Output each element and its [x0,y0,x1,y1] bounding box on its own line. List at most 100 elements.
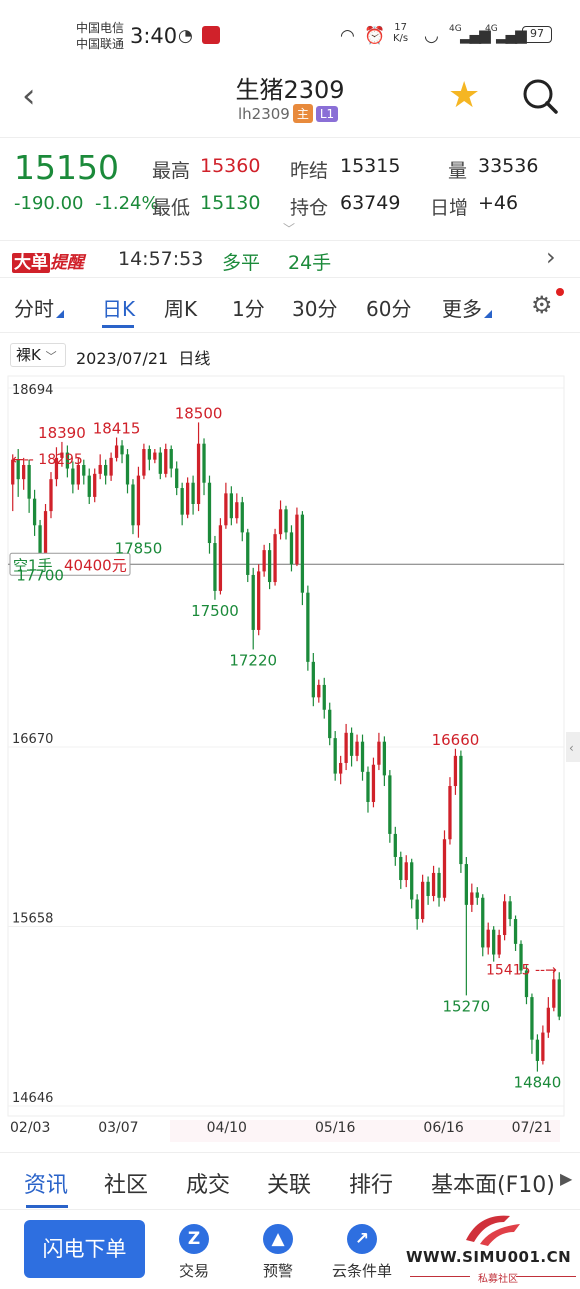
extreme-price-label: 18415 [93,419,141,437]
extreme-price-label: 17500 [191,602,239,620]
period-tab-60min[interactable]: 60分 [366,297,412,321]
flash-order-button[interactable]: 闪电下单 [24,1220,145,1278]
back-arrow-icon[interactable]: ‹ [22,76,36,116]
tab-fundamentals[interactable]: 基本面(F10) [431,1173,555,1198]
candle-body [366,771,370,802]
candle-body [98,464,102,474]
candle-body [104,464,108,476]
period-tab-timeshare[interactable]: 分时 [14,293,64,322]
candle-body [289,532,294,565]
settings-gear-icon[interactable]: ⚙ [531,291,553,319]
candle-body [317,684,321,698]
alert-time: 14:57:53 [118,248,204,270]
side-drawer-handle[interactable] [566,732,580,762]
candle-body [328,709,332,739]
low-value: 15130 [200,192,261,214]
period-tab-daily[interactable]: 日K [102,297,136,321]
timer-icon: ◔ [178,26,193,46]
period-tab-more[interactable]: 更多 [442,293,492,322]
candle-body [295,514,299,565]
candle-body [300,514,305,593]
candle-body [153,452,157,460]
cloud-order-button[interactable]: ↗ 云条件单 [332,1224,392,1281]
tab-related[interactable]: 关联 [267,1173,312,1198]
search-icon[interactable] [520,76,560,116]
candle-body [54,457,59,480]
candle-body [229,493,233,519]
tabs-more-arrow-icon[interactable]: ▶ [560,1169,573,1188]
active-tab-underline [26,1205,68,1208]
network-type-2: 4G [485,24,498,34]
candle-body [273,534,277,583]
chevron-down-icon: ﹀ [45,350,57,363]
candle-body [158,452,162,474]
candle-body [546,1007,550,1033]
trade-button[interactable]: Z 交易 [164,1224,224,1281]
candle-body [541,1032,545,1061]
expand-chevron-icon[interactable]: ﹀ [283,222,296,236]
candle-body [349,732,354,756]
candle-body [218,525,223,591]
tab-trades[interactable]: 成交 [186,1173,231,1198]
period-tab-1min[interactable]: 1分 [232,297,265,321]
x-axis-band [170,1120,560,1142]
candle-body [524,970,529,998]
candle-body [464,864,468,905]
tab-community[interactable]: 社区 [104,1173,149,1198]
extreme-price-label: 17850 [115,540,163,558]
candle-body [437,872,441,898]
carrier-info: 中国电信 中国联通 [76,20,124,52]
candle-body [224,493,228,526]
clock: 3:40 [130,24,178,48]
period-label: 分时 [14,297,54,321]
badge-part-2: 提醒 [50,253,84,273]
candle-body [382,741,387,776]
extreme-price-label: 15270 [442,997,490,1015]
extreme-price-label: 18390 [38,424,86,442]
speed-value: 17 [394,22,407,33]
kline-chart[interactable]: 18694 16670 15658 14646 空1手 40400元 ←-- 18295 18… [0,370,580,1145]
candle-body [131,484,135,526]
candle-body [27,464,31,499]
candle-body [508,901,512,920]
candle-body [147,449,152,460]
candle-body [475,892,479,898]
candle-body [142,449,146,476]
k-type-select[interactable]: 裸K ﹀ [10,343,66,367]
side-drawer-chevron-icon[interactable]: ‹ [569,741,574,755]
contract-code-row: lh2309 主 L1 [238,104,339,123]
chevron-right-icon[interactable]: › [546,243,556,271]
candle-body [426,881,430,896]
candle-body [333,738,337,774]
tab-news[interactable]: 资讯 [24,1173,69,1198]
candle-body [360,741,365,772]
chart-type-label: 日线 [178,349,211,368]
period-tab-30min[interactable]: 30分 [292,297,338,321]
candle-body [87,475,91,497]
candle-body [388,775,392,834]
extreme-price-label: 14840 [514,1074,562,1092]
watermark-sub: 私募社区 [478,1274,518,1285]
candle-body [257,571,261,630]
candle-body [120,445,124,455]
status-bar: 中国电信 中国联通 3:40 ◔ ◠ ⏰ 17 K/s ◡ 4G ▂▄▆ 4G … [0,0,580,62]
alert-button[interactable]: ▲ 预警 [248,1224,308,1281]
speed-unit: K/s [393,33,409,44]
candle-body [32,498,37,526]
candle-body [535,1039,540,1061]
info-tabs: 资讯 社区 成交 关联 排行 基本面(F10) ▶ [0,1152,580,1210]
candle-body [404,862,408,881]
favorite-star-icon[interactable]: ★ [448,75,481,116]
period-tab-weekly[interactable]: 周K [164,297,198,321]
signal-1-icon: ▂▄▆ [460,26,491,44]
candle-body [306,592,310,662]
x-tick-label: 03/07 [98,1120,138,1136]
candle-body [191,482,195,505]
tab-ranking[interactable]: 排行 [349,1173,394,1198]
big-order-alert[interactable]: 大单 提醒 14:57:53 多平 24手 › [0,240,580,278]
x-tick-label: 04/10 [207,1120,247,1136]
candle-body [109,457,113,476]
open-interest-value: 63749 [340,192,401,214]
watermark: WWW.SIMU001.CN 私募社区 [404,1208,580,1289]
candle-body [393,833,397,857]
